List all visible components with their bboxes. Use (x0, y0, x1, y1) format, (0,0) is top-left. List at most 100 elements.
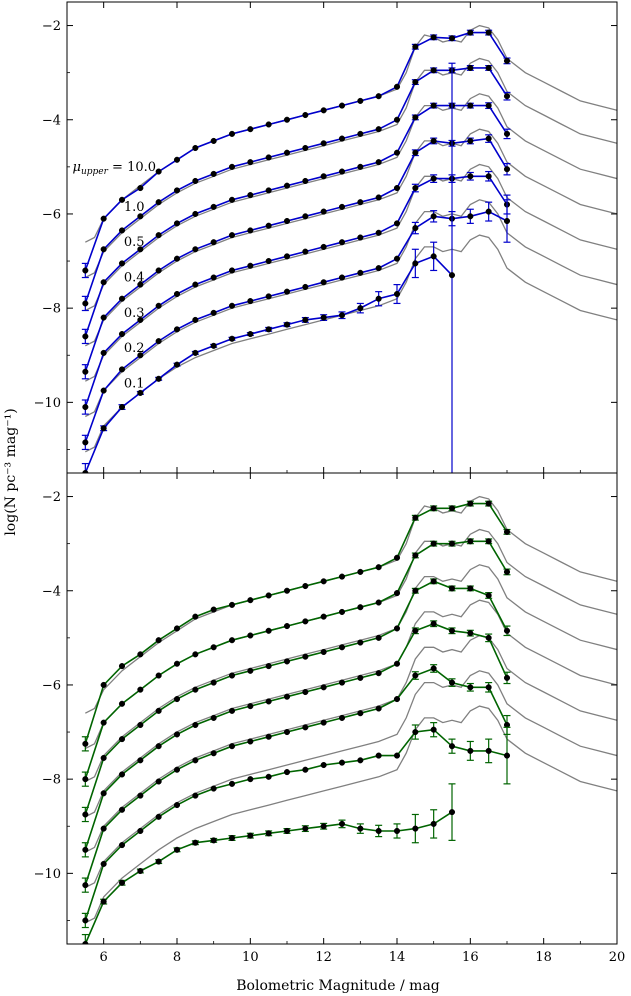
top-data-point (173, 156, 181, 163)
bottom-model-curve-5 (85, 670, 617, 889)
bottom-data-point (320, 719, 327, 726)
bottom-data-point (412, 672, 419, 679)
bottom-frame (66, 472, 618, 945)
top-data-point (210, 274, 217, 281)
bottom-data-point (448, 505, 456, 512)
bottom-data-point (430, 540, 437, 547)
top-data-point (302, 283, 309, 291)
bottom-data-point (265, 663, 272, 670)
top-data-point (118, 227, 126, 234)
bottom-data-point (283, 769, 291, 776)
bottom-data-point (173, 696, 181, 703)
bottom-data-point (100, 719, 107, 726)
bottom-data-point (357, 604, 364, 611)
bottom-data-point (467, 500, 474, 507)
bottom-data-point (283, 658, 291, 665)
bottom-data-point (283, 587, 291, 594)
top-data-point (118, 295, 126, 302)
bottom-data-point (82, 917, 89, 924)
top-data-point (375, 194, 382, 201)
top-data-line-1 (84, 67, 508, 304)
top-data-point (430, 34, 437, 41)
top-model-curve-5 (85, 199, 617, 418)
top-y-tick-label: −6 (42, 207, 61, 222)
bottom-data-point (430, 505, 437, 512)
top-data-point (155, 199, 162, 206)
top-data-point (173, 255, 181, 262)
top-data-point (412, 260, 419, 267)
top-data-point (265, 121, 272, 128)
bottom-data-point (485, 747, 492, 754)
bottom-data-point (228, 780, 236, 787)
top-data-line-4 (84, 175, 508, 408)
top-data-point (338, 102, 346, 109)
bottom-data-point (247, 667, 254, 674)
bottom-data-point (320, 684, 327, 691)
top-data-point (265, 258, 272, 265)
bottom-data-point (155, 858, 162, 865)
bottom-data-point (375, 752, 382, 759)
bottom-data-point (265, 627, 272, 634)
top-data-point (503, 93, 511, 100)
bottom-data-point (412, 627, 419, 634)
bottom-data-point (448, 540, 456, 547)
top-data-point (247, 159, 254, 166)
bottom-data-point (430, 665, 437, 672)
bottom-y-tick-label: −4 (42, 584, 61, 599)
x-tick-label: 16 (462, 950, 479, 965)
top-data-point (247, 298, 254, 305)
bottom-data-point (82, 940, 89, 944)
y-axis-label: log(N pc⁻³ mag⁻¹) (3, 408, 19, 535)
top-data-point (320, 243, 327, 250)
bottom-data-point (265, 733, 272, 740)
bottom-data-point (137, 651, 144, 658)
top-data-point (155, 267, 162, 274)
top-data-point (430, 67, 437, 74)
bottom-data-point (430, 578, 437, 585)
top-data-point (228, 130, 236, 137)
bottom-data-point (448, 679, 456, 686)
top-data-point (467, 173, 474, 180)
bottom-data-point (192, 613, 199, 620)
top-data-point (467, 64, 474, 71)
bottom-data-point (192, 839, 199, 846)
bottom-data-point (357, 757, 364, 764)
mu-upper-label-5: 0.2 (124, 341, 145, 356)
bottom-data-point (302, 618, 309, 625)
mu-upper-label-2: 0.5 (124, 235, 145, 250)
top-data-point (210, 137, 217, 144)
top-data-point (302, 213, 309, 220)
x-tick-label: 10 (242, 950, 259, 965)
bottom-data-line-1 (84, 540, 508, 780)
top-data-point (82, 333, 89, 340)
top-frame (66, 1, 618, 474)
bottom-data-point (137, 792, 144, 799)
top-data-point (100, 387, 107, 394)
top-y-tick-label: −2 (42, 19, 61, 34)
top-model-curve-4 (84, 163, 617, 382)
top-data-point (393, 116, 401, 123)
top-data-point (247, 262, 254, 269)
top-data-point (302, 111, 309, 119)
x-axis-label: Bolometric Magnitude / mag (236, 978, 440, 994)
bottom-data-point (173, 731, 181, 738)
top-data-point (265, 326, 272, 333)
mu-upper-label-4: 0.3 (124, 306, 145, 321)
bottom-data-point (393, 827, 401, 835)
top-data-point (192, 349, 199, 356)
top-plot-area (81, 24, 617, 473)
top-data-point (302, 177, 309, 185)
bottom-data-point (82, 846, 89, 853)
top-data-point (265, 154, 272, 161)
top-data-point (283, 253, 291, 260)
top-data-point (430, 137, 437, 144)
bottom-data-point (283, 693, 291, 700)
top-data-point (100, 349, 107, 356)
top-data-point (302, 316, 309, 323)
top-data-point (100, 215, 107, 222)
bottom-y-tick-label: −2 (42, 490, 61, 505)
top-data-point (412, 43, 419, 50)
bottom-data-line-2 (84, 580, 508, 815)
top-data-point (155, 302, 162, 309)
